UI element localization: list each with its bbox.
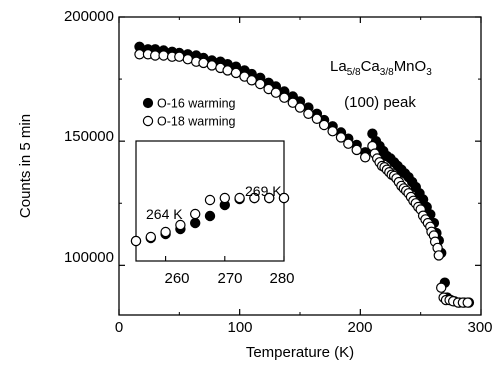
peak-annotation: (100) peak: [344, 94, 416, 111]
x-tick-label: 100: [227, 319, 252, 336]
data-point-o18: [335, 132, 347, 143]
inset-x-tick-label: 280: [269, 270, 294, 287]
compound-annotation: La5/8Ca3/8MnO3: [330, 58, 432, 78]
inset-ticks: [165, 256, 285, 261]
main-scatter: [134, 41, 475, 308]
x-axis-label: Temperature (K): [246, 344, 354, 361]
inset-point-o18: [249, 192, 260, 204]
legend-marker-filled: [142, 97, 154, 109]
inset-point-o18: [130, 235, 142, 247]
axis-ticks: [118, 16, 482, 315]
legend: O-16 warming O-18 warming: [142, 97, 236, 129]
inset-point-o18: [175, 219, 186, 231]
data-point-o18: [230, 67, 242, 79]
y-tick-label: 200000: [64, 8, 114, 25]
data-point-o18: [433, 250, 444, 261]
inset-point-o18: [145, 231, 156, 243]
x-tick-label: 200: [347, 319, 372, 336]
data-point-o18: [206, 60, 218, 71]
inset-point-o16: [204, 210, 216, 222]
legend-label: O-16 warming: [157, 97, 236, 111]
inset-point-o18: [219, 192, 230, 204]
data-point-o18: [246, 75, 257, 86]
data-point-o18: [294, 102, 306, 113]
inset-point-o18: [204, 194, 216, 206]
inset-point-o18: [160, 226, 171, 238]
data-point-o18: [360, 152, 371, 163]
inset-annotation-264k: 264 K: [146, 206, 183, 222]
data-point-o18: [134, 49, 145, 60]
data-point-o18: [279, 92, 290, 103]
inset-x-tick-label: 260: [164, 270, 189, 287]
data-point-o18: [343, 138, 354, 149]
data-point-o18: [311, 113, 323, 125]
x-tick-label: 300: [467, 319, 492, 336]
inset-point-o18: [234, 192, 245, 204]
inset-point-o18: [264, 192, 275, 204]
inset-point-o16: [189, 217, 201, 229]
y-tick-label: 150000: [64, 128, 114, 145]
data-point-o18: [158, 50, 169, 61]
inset-point-o18: [278, 192, 290, 204]
inset-x-tick-label: 270: [217, 270, 242, 287]
inset-scatter: [130, 192, 290, 247]
y-axis-label: Counts in 5 min: [17, 114, 34, 218]
data-point-o18: [327, 125, 338, 137]
data-point-o18: [270, 87, 282, 98]
inset-annotation-269k: 269 K: [245, 183, 282, 199]
inset-chart: 260 270 280 269 K 264 K: [130, 140, 295, 287]
data-point-o18: [174, 51, 185, 62]
data-point-o18: [222, 65, 233, 76]
data-point-o18: [182, 54, 193, 65]
data-point-o18: [303, 108, 314, 120]
data-point-o18: [198, 57, 209, 69]
data-point-o18: [255, 78, 266, 90]
inset-point-o18: [189, 208, 201, 220]
data-point-o18: [318, 119, 330, 131]
y-tick-label: 100000: [64, 249, 114, 266]
data-point-o18: [287, 97, 298, 108]
data-point-o18: [436, 282, 447, 293]
x-tick-label: 0: [115, 319, 123, 336]
data-point-o18: [462, 297, 473, 308]
legend-marker-open: [142, 115, 154, 127]
data-point-o18: [351, 144, 362, 156]
legend-label: O-18 warming: [157, 115, 236, 129]
